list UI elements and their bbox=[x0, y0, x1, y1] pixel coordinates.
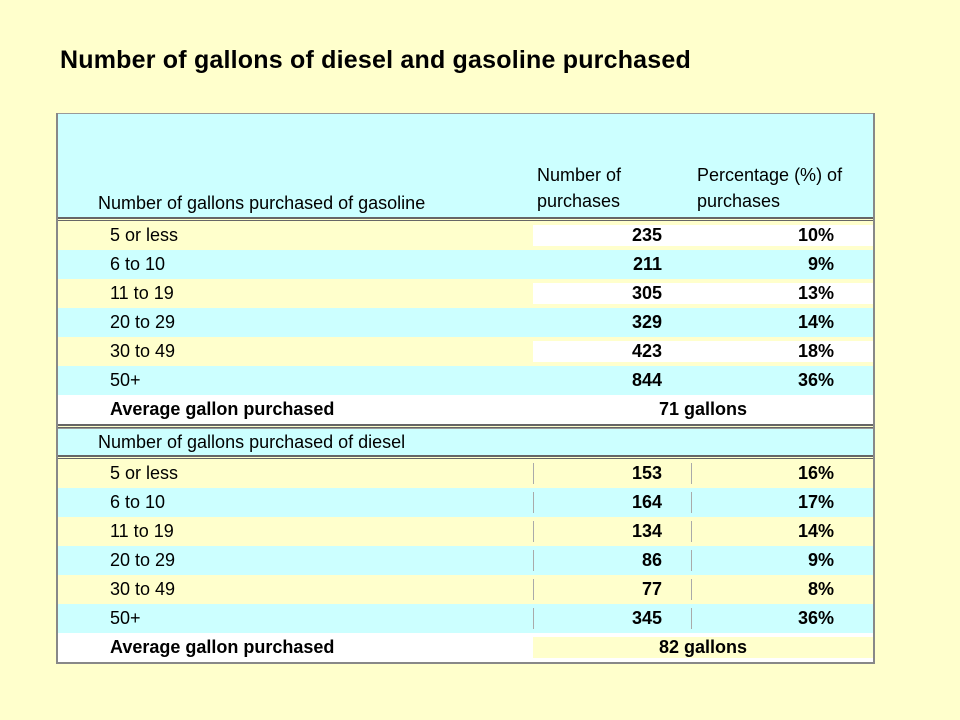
diesel-average-row: Average gallon purchased 82 gallons bbox=[58, 633, 873, 662]
table-row: 50+ 345 36% bbox=[58, 604, 873, 633]
row-percentage-value: 36% bbox=[691, 608, 873, 629]
row-count-value: 844 bbox=[631, 370, 662, 390]
row-count-value: 77 bbox=[533, 579, 691, 600]
separator bbox=[58, 424, 873, 428]
row-percentage-value: 8% bbox=[691, 579, 873, 600]
diesel-section-label: Number of gallons purchased of diesel bbox=[98, 431, 406, 452]
row-count-value: 423 bbox=[533, 341, 691, 362]
row-percentage-value: 9% bbox=[807, 254, 834, 274]
table-row: 6 to 10 211 9% bbox=[58, 250, 873, 279]
row-range-label: 30 to 49 bbox=[110, 579, 176, 599]
row-range-label: 20 to 29 bbox=[110, 550, 176, 570]
row-percentage-value: 13% bbox=[691, 283, 873, 304]
gasoline-average-value: 71 gallons bbox=[658, 399, 748, 419]
row-range-label: 5 or less bbox=[110, 463, 179, 483]
data-table: Number of gallons purchased of gasoline … bbox=[56, 113, 875, 664]
header-col2-line2: purchases bbox=[537, 191, 621, 211]
table-header-row: Number of gallons purchased of gasoline … bbox=[58, 113, 873, 217]
row-percentage-value: 36% bbox=[797, 370, 834, 390]
row-count-value: 235 bbox=[533, 225, 691, 246]
row-count-value: 329 bbox=[631, 312, 662, 332]
table-row: 30 to 49 77 8% bbox=[58, 575, 873, 604]
page-title: Number of gallons of diesel and gasoline… bbox=[60, 46, 691, 74]
row-range-label: 11 to 19 bbox=[110, 521, 174, 541]
row-range-label: 6 to 10 bbox=[110, 254, 166, 274]
header-gasoline-label: Number of gallons purchased of gasoline bbox=[98, 193, 426, 213]
row-range-label: 11 to 19 bbox=[110, 283, 174, 303]
row-count-value: 86 bbox=[533, 550, 691, 571]
row-range-label: 30 to 49 bbox=[110, 341, 176, 361]
row-range-label: 5 or less bbox=[110, 225, 179, 245]
row-range-label: 20 to 29 bbox=[110, 312, 176, 332]
row-count-value: 345 bbox=[533, 608, 691, 629]
table-row: 6 to 10 164 17% bbox=[58, 488, 873, 517]
row-percentage-value: 9% bbox=[691, 550, 873, 571]
header-percentage: Percentage (%) of purchases bbox=[691, 162, 873, 214]
diesel-average-label: Average gallon purchased bbox=[110, 637, 335, 657]
table-row: 30 to 49 423 18% bbox=[58, 337, 873, 366]
row-percentage-value: 16% bbox=[691, 463, 873, 484]
row-count-value: 134 bbox=[533, 521, 691, 542]
row-range-label: 50+ bbox=[110, 608, 141, 628]
row-count-value: 211 bbox=[632, 254, 662, 274]
row-percentage-value: 14% bbox=[797, 312, 834, 332]
row-count-value: 305 bbox=[533, 283, 691, 304]
table-row: 20 to 29 86 9% bbox=[58, 546, 873, 575]
row-range-label: 6 to 10 bbox=[110, 492, 166, 512]
row-percentage-value: 17% bbox=[691, 492, 873, 513]
row-count-value: 164 bbox=[533, 492, 691, 513]
diesel-rows: 5 or less 153 16% 6 to 10 164 17% 11 to 19 134 1… bbox=[58, 459, 873, 633]
row-percentage-value: 14% bbox=[691, 521, 873, 542]
separator bbox=[58, 217, 873, 221]
diesel-section-title-row: Number of gallons purchased of diesel bbox=[58, 428, 873, 455]
header-col3-line2: purchases bbox=[697, 191, 781, 211]
gasoline-rows: 5 or less 235 10% 6 to 10 211 9% 11 to 19 305 13… bbox=[58, 221, 873, 395]
diesel-average-value: 82 gallons bbox=[533, 637, 873, 658]
header-col3-line1: Percentage (%) of bbox=[697, 165, 843, 185]
table-row: 50+ 844 36% bbox=[58, 366, 873, 395]
header-number-of-purchases: Number of purchases bbox=[533, 162, 691, 214]
row-count-value: 153 bbox=[533, 463, 691, 484]
row-percentage-value: 18% bbox=[691, 341, 873, 362]
table-row: 5 or less 153 16% bbox=[58, 459, 873, 488]
gasoline-average-label: Average gallon purchased bbox=[110, 399, 335, 419]
table-row: 11 to 19 134 14% bbox=[58, 517, 873, 546]
gasoline-average-row: Average gallon purchased 71 gallons bbox=[58, 395, 873, 424]
header-col2-line1: Number of bbox=[537, 165, 622, 185]
table-row: 20 to 29 329 14% bbox=[58, 308, 873, 337]
row-percentage-value: 10% bbox=[691, 225, 873, 246]
table-row: 5 or less 235 10% bbox=[58, 221, 873, 250]
separator bbox=[58, 455, 873, 459]
row-range-label: 50+ bbox=[110, 370, 141, 390]
table-row: 11 to 19 305 13% bbox=[58, 279, 873, 308]
